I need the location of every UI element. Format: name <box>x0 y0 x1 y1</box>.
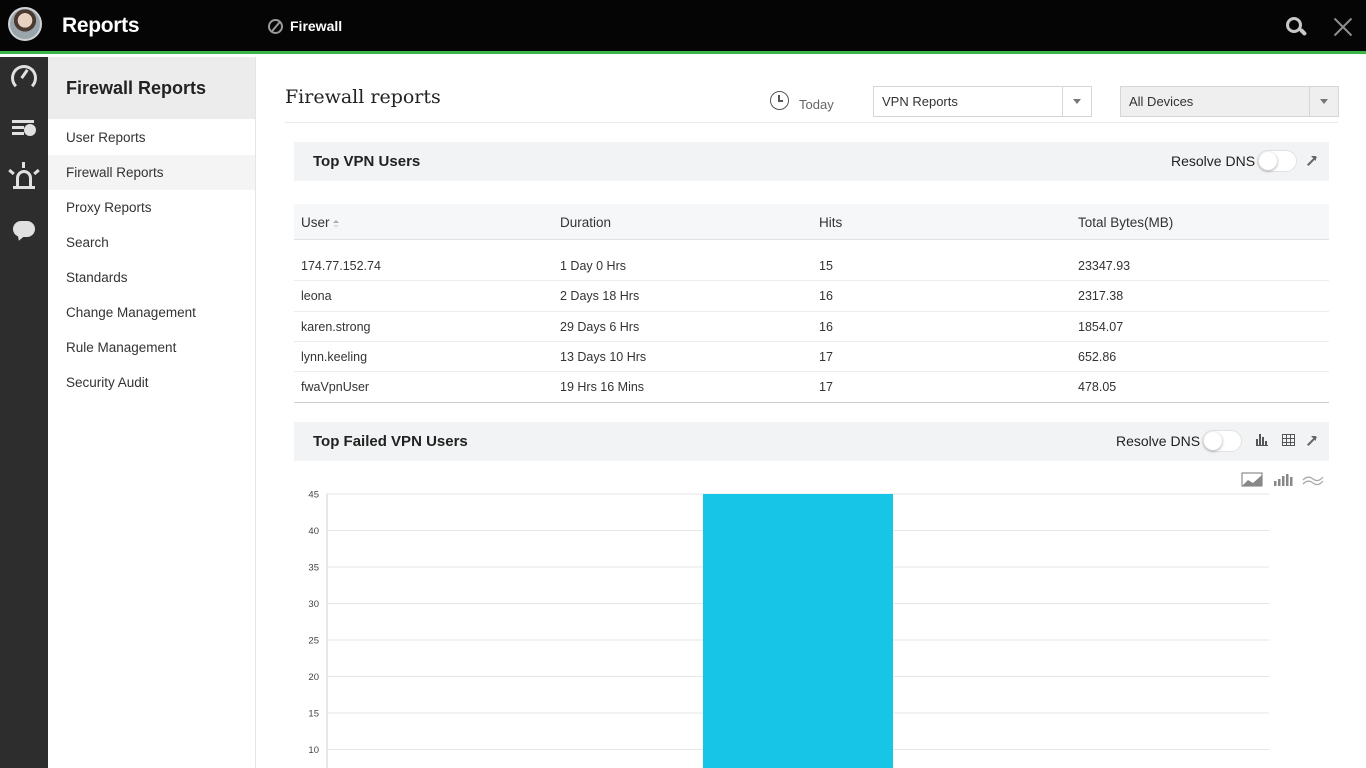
column-header-user[interactable]: User <box>301 215 339 230</box>
y-tick-label: 45 <box>308 490 319 501</box>
chart-bar[interactable] <box>703 494 893 768</box>
table-row[interactable]: 174.77.152.74 1 Day 0 Hrs 15 23347.93 <box>294 251 1329 282</box>
cell-user: lynn.keeling <box>301 349 368 364</box>
table-row[interactable]: fwaVpnUser 19 Hrs 16 Mins 17 478.05 <box>294 372 1329 402</box>
resolve-dns-label: Resolve DNS <box>1171 153 1256 169</box>
cell-hits: 17 <box>819 349 833 364</box>
report-type-select[interactable]: VPN Reports <box>873 86 1092 117</box>
y-tick-label: 30 <box>308 599 319 610</box>
sidebar-item-user-reports[interactable]: User Reports <box>66 130 146 145</box>
search-icon[interactable] <box>1284 15 1308 39</box>
bar-chart-icon[interactable] <box>1256 434 1268 446</box>
cell-duration: 2 Days 18 Hrs <box>560 289 640 304</box>
table-header: User Duration Hits Total Bytes(MB) <box>294 204 1329 240</box>
header-divider <box>285 122 1338 123</box>
sort-icon[interactable] <box>332 220 339 228</box>
column-header-duration[interactable]: Duration <box>560 215 612 230</box>
top-bar: Reports Firewall <box>0 0 1366 54</box>
sidebar: Firewall Reports User Reports Firewall R… <box>48 57 256 768</box>
cell-duration: 29 Days 6 Hrs <box>560 319 640 334</box>
device-select[interactable]: All Devices <box>1120 86 1339 117</box>
column-chart-icon[interactable] <box>1274 474 1293 486</box>
firewall-compass-icon <box>268 18 283 34</box>
app-title: Reports <box>62 14 140 37</box>
cell-user: leona <box>301 289 332 304</box>
sidebar-item-firewall-reports[interactable]: Firewall Reports <box>48 155 255 190</box>
main-content: Firewall reports Today VPN Reports All D… <box>257 57 1366 768</box>
breadcrumb-label: Firewall <box>290 18 343 34</box>
panel-title: Top Failed VPN Users <box>313 433 468 450</box>
cell-duration: 1 Day 0 Hrs <box>560 259 626 273</box>
cell-bytes: 478.05 <box>1078 380 1117 395</box>
period-label[interactable]: Today <box>799 97 834 112</box>
user-avatar[interactable] <box>8 7 42 41</box>
sidebar-title: Firewall Reports <box>48 57 255 119</box>
cell-user: fwaVpnUser <box>301 380 370 395</box>
cell-bytes: 23347.93 <box>1078 259 1131 273</box>
chevron-down-icon[interactable] <box>1062 87 1091 116</box>
close-icon[interactable] <box>1333 17 1353 37</box>
sidebar-item-search[interactable]: Search <box>66 235 109 250</box>
cell-bytes: 652.86 <box>1078 349 1117 364</box>
icon-rail <box>0 57 48 768</box>
report-type-value: VPN Reports <box>882 94 958 109</box>
expand-icon[interactable] <box>1306 156 1316 166</box>
panel-title: Top VPN Users <box>313 153 421 170</box>
resolve-dns-toggle[interactable] <box>1202 430 1242 452</box>
y-tick-label: 15 <box>308 709 319 720</box>
y-tick-label: 25 <box>308 636 319 647</box>
cell-user: karen.strong <box>301 319 371 334</box>
table-row[interactable]: karen.strong 29 Days 6 Hrs 16 1854.07 <box>294 312 1329 342</box>
cell-user: 174.77.152.74 <box>301 259 381 273</box>
y-tick-label: 10 <box>308 745 319 756</box>
y-tick-label: 35 <box>308 563 319 574</box>
area-chart-icon[interactable] <box>1241 472 1263 487</box>
alarm-icon[interactable] <box>8 162 40 191</box>
resolve-dns-label: Resolve DNS <box>1116 433 1201 449</box>
column-header-hits[interactable]: Hits <box>819 215 843 230</box>
line-chart-icon[interactable] <box>1302 476 1324 486</box>
table-row[interactable]: lynn.keeling 13 Days 10 Hrs 17 652.86 <box>294 342 1329 373</box>
top-failed-vpn-users-header: Top Failed VPN Users Resolve DNS <box>294 422 1329 461</box>
cell-hits: 15 <box>819 259 833 273</box>
sidebar-item-change-management[interactable]: Change Management <box>66 305 196 320</box>
cell-hits: 16 <box>819 289 833 304</box>
y-tick-label: 40 <box>308 526 319 537</box>
sidebar-item-rule-management[interactable]: Rule Management <box>66 340 177 355</box>
expand-icon[interactable] <box>1306 436 1316 446</box>
page-title: Firewall reports <box>285 86 441 108</box>
cell-hits: 16 <box>819 319 833 334</box>
device-value: All Devices <box>1129 94 1194 109</box>
resolve-dns-toggle[interactable] <box>1257 150 1297 172</box>
cell-hits: 17 <box>819 380 833 395</box>
table-view-icon[interactable] <box>1282 434 1295 446</box>
cell-bytes: 2317.38 <box>1078 289 1124 304</box>
cell-bytes: 1854.07 <box>1078 319 1124 334</box>
top-vpn-users-header: Top VPN Users Resolve DNS <box>294 142 1329 181</box>
chart-type-switcher <box>1241 472 1324 487</box>
cell-duration: 13 Days 10 Hrs <box>560 349 647 364</box>
vpn-users-table: User Duration Hits Total Bytes(MB) 174.7… <box>294 204 1329 404</box>
cell-duration: 19 Hrs 16 Mins <box>560 380 645 395</box>
clock-icon[interactable] <box>770 91 789 110</box>
dashboard-gauge-icon[interactable] <box>10 63 38 91</box>
sidebar-item-standards[interactable]: Standards <box>66 270 128 285</box>
sidebar-item-proxy-reports[interactable]: Proxy Reports <box>66 200 152 215</box>
table-body: 174.77.152.74 1 Day 0 Hrs 15 23347.93 le… <box>294 251 1329 404</box>
sidebar-item-security-audit[interactable]: Security Audit <box>66 375 149 390</box>
failed-vpn-users-chart: 10 15 20 25 30 35 40 45 <box>308 490 1269 768</box>
table-row[interactable]: leona 2 Days 18 Hrs 16 2317.38 <box>294 281 1329 312</box>
chat-icon[interactable] <box>10 217 38 243</box>
reports-list-check-icon[interactable] <box>10 115 38 141</box>
column-header-total-bytes[interactable]: Total Bytes(MB) <box>1078 215 1174 230</box>
breadcrumb[interactable]: Firewall <box>268 18 342 34</box>
y-tick-label: 20 <box>308 672 319 683</box>
chevron-down-icon[interactable] <box>1309 87 1338 116</box>
